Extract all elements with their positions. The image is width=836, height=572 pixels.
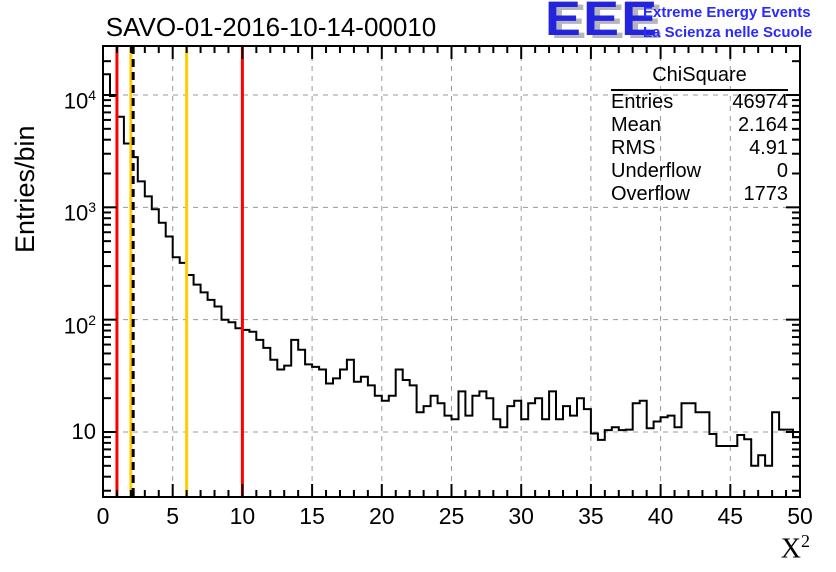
- eee-logo: EEE Extreme Energy Events La Scienza nel…: [543, 0, 836, 48]
- stats-row-underflow: Underflow 0: [611, 160, 788, 183]
- x-axis-title-base: X: [780, 533, 801, 565]
- stats-box: ChiSquare Entries 46974 Mean 2.164 RMS 4…: [611, 64, 788, 206]
- stats-row-rms: RMS 4.91: [611, 137, 788, 160]
- x-tick-label: 35: [578, 503, 604, 529]
- eee-logo-tagline-line2: La Scienza nelle Scuole: [643, 24, 813, 41]
- y-tick-label: 104: [63, 87, 96, 114]
- y-tick-label: 102: [63, 311, 96, 338]
- stats-value: 1773: [743, 183, 789, 205]
- stats-value: 0: [776, 160, 788, 182]
- x-tick-label: 5: [166, 503, 180, 529]
- eee-logo-tagline-line1: Extreme Energy Events: [643, 4, 811, 21]
- plot-title: SAVO-01-2016-10-14-00010: [105, 12, 437, 42]
- y-tick-label: 10: [71, 418, 96, 444]
- y-tick-label: 103: [63, 199, 96, 226]
- x-tick-label: 10: [229, 503, 256, 529]
- x-tick-label: 25: [438, 503, 465, 529]
- stats-box-title: ChiSquare: [611, 64, 788, 91]
- histogram-step-line: [102, 73, 801, 497]
- x-tick-label: 40: [647, 503, 674, 529]
- stats-label: RMS: [611, 137, 656, 159]
- x-tick-label: 45: [717, 503, 744, 529]
- plot-frame: [102, 45, 801, 498]
- eee-logo-tagline: Extreme Energy Events La Scienza nelle S…: [643, 3, 812, 43]
- stats-label: Mean: [611, 114, 662, 136]
- stats-label: Overflow: [611, 183, 690, 205]
- stats-value: 46974: [732, 91, 788, 113]
- eee-logo-acronym: EEE: [545, 0, 660, 46]
- x-tick-label: 50: [787, 503, 813, 529]
- x-axis-title-exponent: 2: [801, 531, 810, 551]
- stats-label: Underflow: [611, 160, 702, 182]
- x-tick-label: 30: [508, 503, 534, 529]
- x-tick-label: 0: [96, 503, 110, 529]
- stats-value: 2.164: [737, 114, 788, 136]
- stats-row-mean: Mean 2.164: [611, 114, 788, 137]
- x-tick-label: 20: [369, 503, 395, 529]
- stats-row-overflow: Overflow 1773: [611, 183, 788, 206]
- stats-value: 4.91: [749, 137, 788, 159]
- stats-row-entries: Entries 46974: [611, 91, 788, 114]
- x-tick-label: 15: [299, 503, 325, 529]
- x-axis-title: X2: [750, 531, 810, 565]
- stats-label: Entries: [611, 91, 674, 113]
